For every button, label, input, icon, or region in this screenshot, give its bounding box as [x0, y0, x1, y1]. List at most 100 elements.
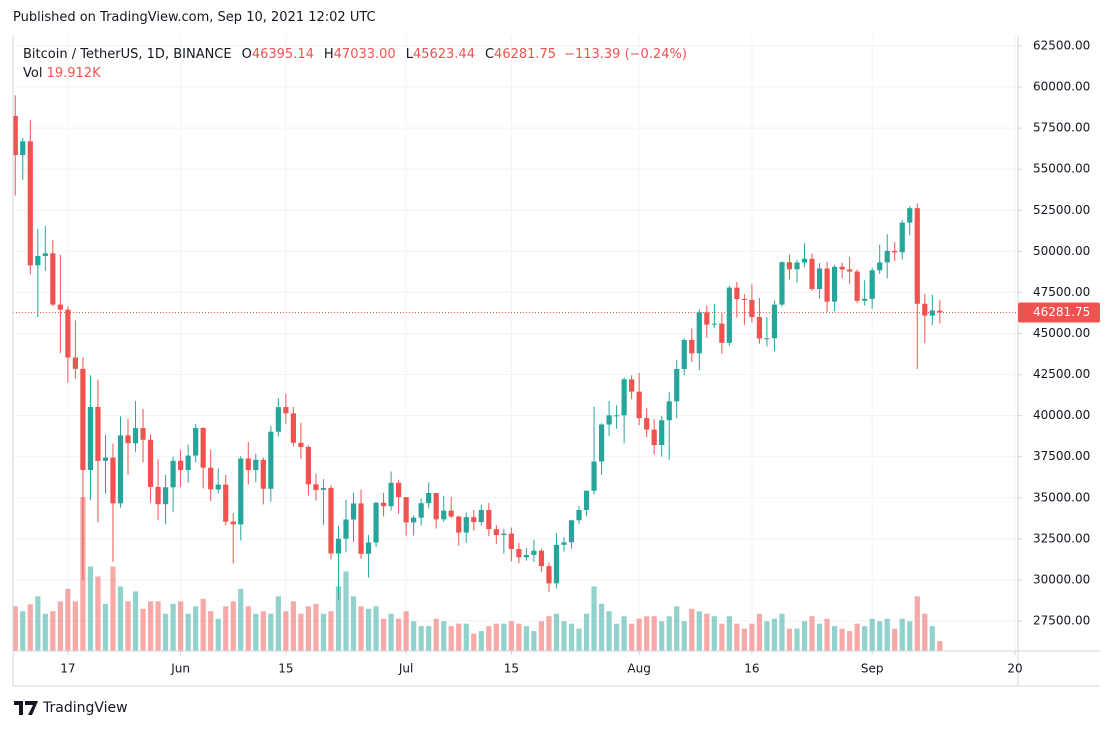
candle-body [523, 554, 529, 558]
volume-bar [403, 611, 409, 651]
candle-body [215, 484, 221, 490]
candle-body [508, 533, 514, 550]
candle-body [824, 268, 830, 302]
volume-bar [779, 613, 785, 651]
candle-body [193, 427, 199, 456]
volume-bar [117, 586, 124, 651]
volume-bar [230, 601, 236, 651]
volume-bar [441, 621, 447, 651]
y-tick-label: 35000.00 [1033, 490, 1090, 504]
volume-bar [170, 603, 176, 651]
volume-bar [365, 608, 372, 651]
volume-bar [208, 611, 214, 651]
published-note: Published on TradingView.com, Sep 10, 20… [13, 10, 376, 25]
candle-body [877, 262, 883, 271]
x-tick-label: Aug [627, 662, 650, 676]
volume-bar [215, 618, 221, 651]
candle-body [711, 323, 717, 325]
candle-body [50, 253, 56, 305]
candle-body [110, 457, 116, 504]
candle-body [696, 312, 702, 354]
candle-body [320, 487, 327, 490]
volume-bar [734, 623, 740, 651]
candle-body [403, 497, 409, 523]
volume-bar [290, 601, 296, 651]
candle-body [72, 357, 78, 369]
candle-body [756, 317, 763, 339]
ohlc-key: H [323, 47, 334, 62]
ohlc-key: L [405, 47, 413, 62]
volume-bar [711, 616, 717, 651]
volume-bar [914, 596, 920, 651]
volume-bar [380, 618, 387, 651]
volume-bar [907, 621, 913, 651]
volume-pane [13, 497, 943, 651]
candle-body [899, 222, 905, 253]
volume-bar [132, 591, 139, 651]
volume-bar [147, 601, 154, 651]
ohlc: O46395.14 H47033.00 L45623.44 C46281.75 [232, 47, 556, 62]
volume-bar [433, 618, 439, 651]
candle-body [396, 482, 402, 498]
candle-body [726, 287, 732, 343]
volume-bar [396, 618, 402, 651]
volume-bar [839, 628, 845, 651]
candle-body [200, 427, 206, 468]
x-tick-label: 15 [278, 662, 293, 676]
y-tick-label: 62500.00 [1033, 39, 1090, 53]
volume-bar [877, 621, 883, 651]
volume-bar [102, 603, 109, 651]
volume-row: Vol 19.912K [23, 64, 687, 83]
volume-bar [350, 596, 357, 651]
candle-body [629, 379, 635, 392]
candle-body [185, 455, 191, 471]
candle-body [178, 460, 184, 471]
volume-value: 19.912K [46, 66, 101, 81]
candle-body [801, 258, 808, 263]
volume-bar [35, 596, 41, 651]
candle-body [929, 310, 935, 316]
volume-bar [193, 606, 199, 651]
x-tick-label: 20 [1007, 662, 1022, 676]
volume-bar [200, 598, 206, 651]
volume-bar [426, 626, 432, 651]
candle-body [418, 503, 424, 518]
candle-body [335, 538, 342, 554]
candle-body [553, 544, 560, 584]
volume-bar [681, 621, 687, 651]
volume-bar [824, 618, 830, 651]
volume-bar [65, 588, 71, 651]
candle-body [538, 550, 545, 567]
y-tick-label: 52500.00 [1033, 203, 1090, 217]
candle-body [275, 407, 281, 432]
candle-body [568, 520, 575, 543]
candle-body [380, 502, 387, 507]
volume-bar [704, 613, 710, 651]
candle-body [230, 521, 236, 525]
grid [13, 35, 1018, 651]
last-price-box [1018, 302, 1100, 323]
candle-body [426, 493, 432, 504]
axes: 27500.00 30000.00 32500.00 35000.00 37500.00… [12, 35, 1100, 687]
volume-bar [493, 623, 499, 651]
volume-bar [283, 611, 289, 651]
volume-bar [448, 626, 454, 651]
ohlc-value: 46281.75 [494, 47, 557, 62]
candle-body [155, 486, 161, 505]
candle-body [869, 270, 875, 299]
volume-bar [644, 616, 650, 651]
volume-bar [178, 601, 184, 651]
y-tick-label: 42500.00 [1033, 367, 1090, 381]
x-tick-label: 16 [744, 662, 759, 676]
candle-body [681, 339, 687, 369]
candle-body [636, 391, 642, 419]
y-tick-label: 50000.00 [1033, 244, 1090, 258]
volume-bar [801, 621, 808, 651]
candle-body [290, 413, 296, 443]
candle-body [651, 429, 657, 446]
candle-body [884, 250, 890, 263]
candle-body [809, 258, 815, 289]
volume-bar [726, 616, 732, 651]
candle-body [305, 447, 312, 485]
candle-body [614, 415, 620, 417]
